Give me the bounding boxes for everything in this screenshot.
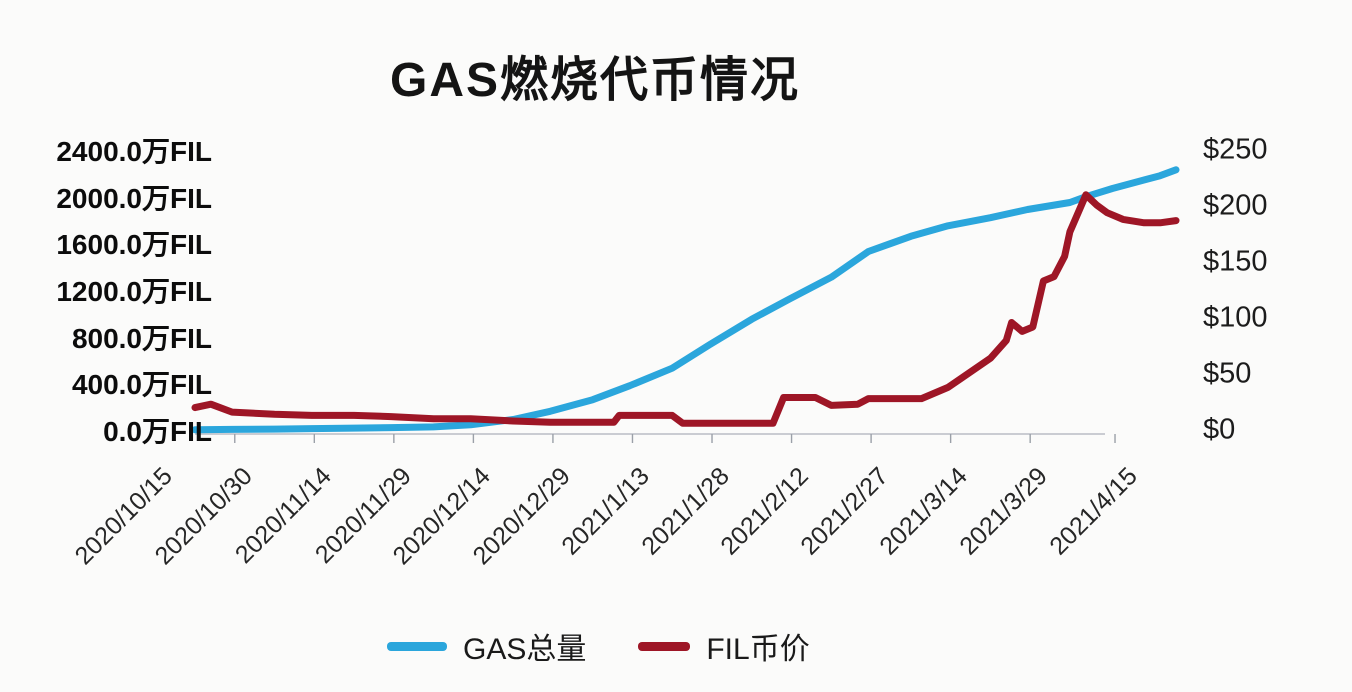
gas-legend-swatch	[387, 641, 447, 651]
left-axis-label: 1600.0万FIL	[56, 229, 212, 261]
left-axis-label: 2000.0万FIL	[56, 182, 212, 214]
right-axis-label: $100	[1203, 301, 1268, 334]
fil-legend-swatch	[638, 641, 691, 651]
left-axis-label: 2400.0万FIL	[56, 136, 212, 167]
gas-legend-label: GAS总量	[463, 633, 587, 666]
left-axis-label: 800.0万FIL	[71, 322, 212, 354]
left-axis-label: 400.0万FIL	[71, 369, 212, 401]
fil-legend-label: FIL币价	[706, 633, 810, 666]
right-axis-label: $50	[1203, 357, 1252, 390]
left-axis-label: 1200.0万FIL	[56, 276, 212, 307]
right-axis-label: $200	[1203, 189, 1268, 222]
right-axis-label: $0	[1203, 413, 1236, 446]
right-axis-label: $250	[1203, 133, 1268, 166]
fil-price-line	[191, 191, 1180, 427]
right-axis-label: $150	[1203, 245, 1268, 278]
gas-total-line	[191, 166, 1180, 434]
chart-title: GAS燃烧代币情况	[389, 54, 801, 107]
left-axis-label: 0.0万FIL	[103, 416, 212, 447]
legend: GAS总量 FIL币价	[387, 628, 810, 666]
